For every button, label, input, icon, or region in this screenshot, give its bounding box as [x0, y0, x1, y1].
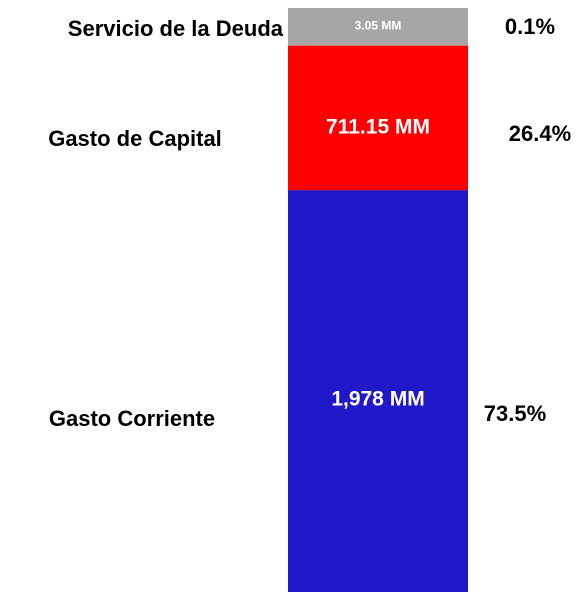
- value-label: 1,978 MM: [331, 388, 424, 411]
- category-label: Servicio de la Deuda: [68, 16, 284, 41]
- share-label: 0.1%: [505, 14, 555, 39]
- bar-segment: [288, 190, 468, 592]
- category-label: Gasto de Capital: [48, 126, 222, 151]
- share-label: 73.5%: [484, 401, 546, 426]
- category-label: Gasto Corriente: [49, 406, 215, 431]
- label-badge: [288, 8, 468, 45]
- value-label: 711.15 MM: [326, 116, 430, 139]
- bar-segment: [288, 45, 468, 46]
- value-label: 3.05 MM: [355, 19, 402, 33]
- bar-segment: [288, 45, 468, 191]
- share-label: 26.4%: [509, 121, 571, 146]
